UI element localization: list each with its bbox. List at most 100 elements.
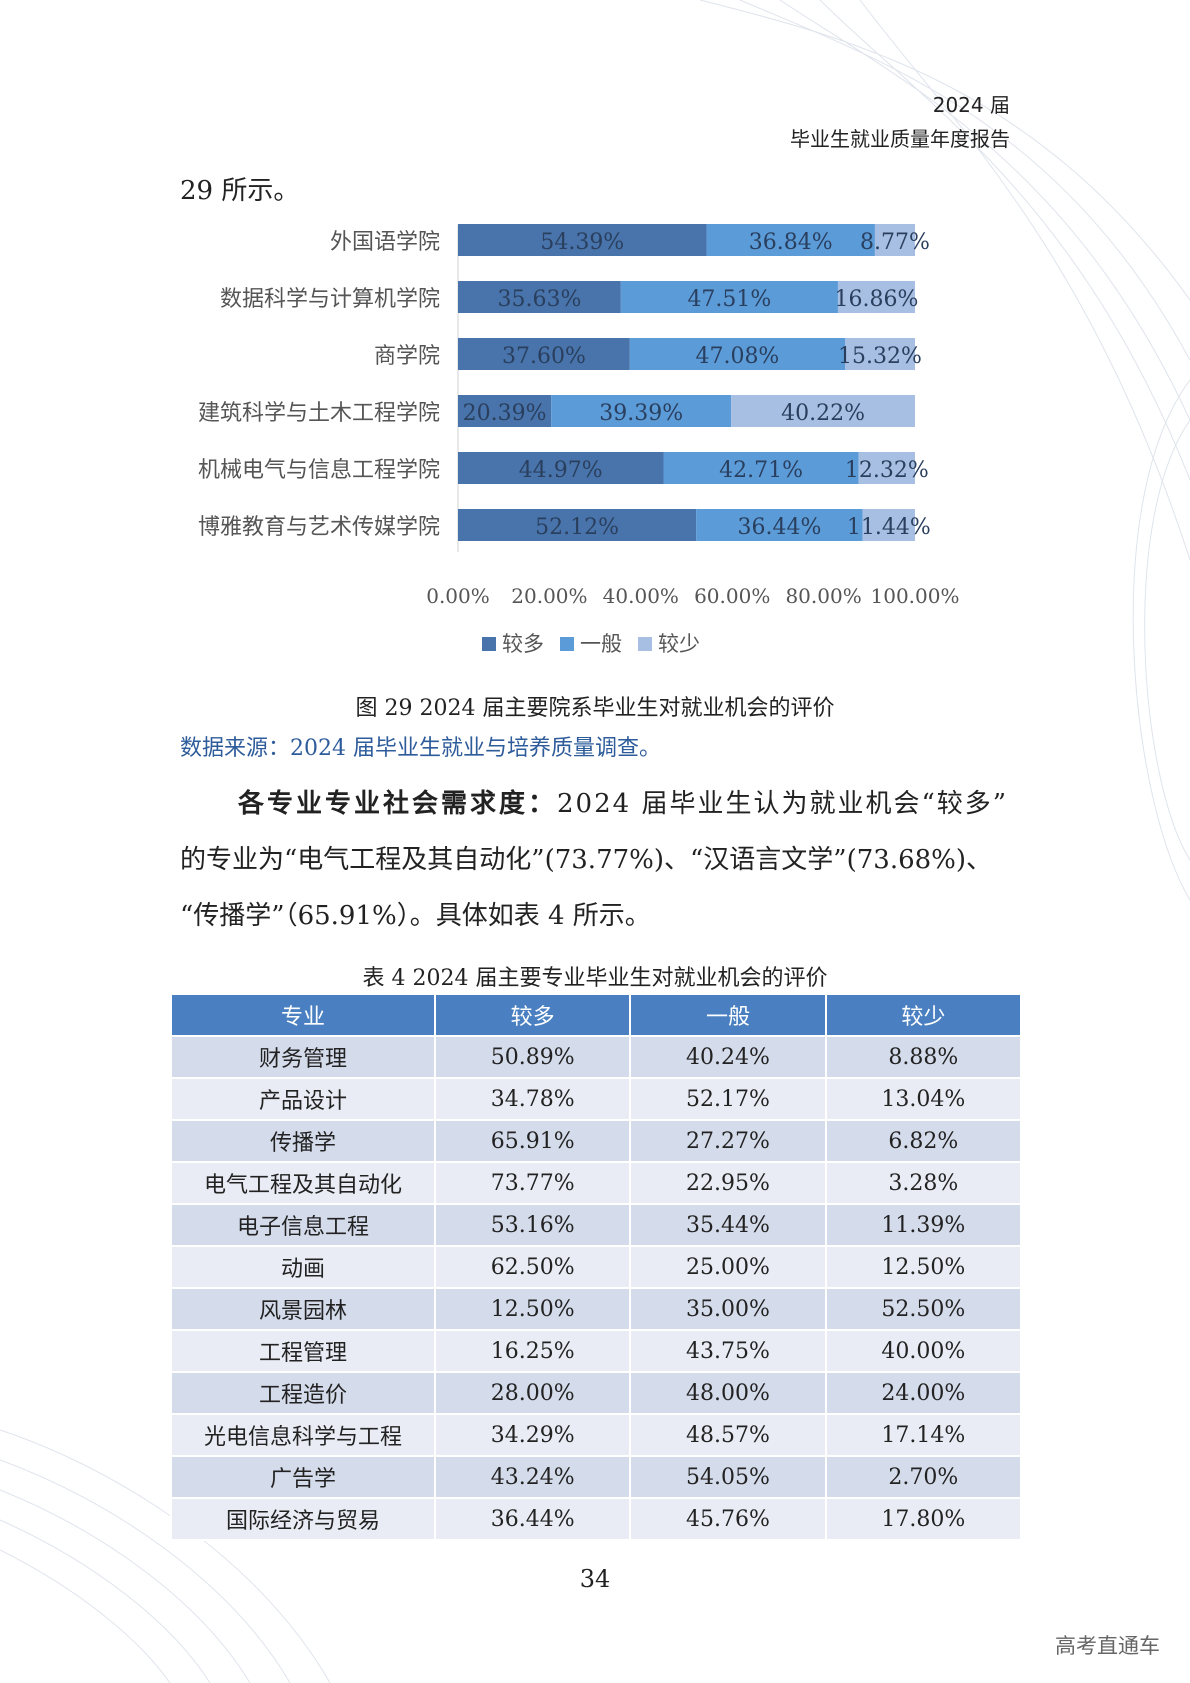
table-cell-value: 24.00% (824, 1371, 1023, 1415)
paragraph-line3: “传播学”（65.91%）。具体如表 4 所示。 (180, 901, 651, 931)
legend-label: 较多 (502, 632, 544, 656)
legend-swatch (560, 637, 574, 651)
bar-segment (858, 452, 915, 484)
table-cell-value: 11.39% (824, 1203, 1023, 1247)
bar-segment (458, 338, 630, 370)
table-cell-major: 电气工程及其自动化 (170, 1161, 436, 1205)
x-tick-label: 40.00% (603, 584, 679, 608)
table-cell-major: 产品设计 (170, 1077, 436, 1121)
data-label: 11.44% (847, 515, 931, 540)
body-paragraph: 各专业专业社会需求度：2024 届毕业生认为就业机会“较多” 的专业为“电气工程… (180, 776, 1012, 944)
table-cell-value: 8.88% (824, 1035, 1023, 1079)
bar-segment (874, 224, 915, 256)
table-cell-major: 财务管理 (170, 1035, 436, 1079)
table-cell-value: 43.24% (433, 1455, 632, 1499)
table-cell-value: 25.00% (629, 1245, 827, 1289)
table-cell-value: 13.04% (824, 1077, 1023, 1121)
bar-segment (862, 509, 915, 541)
table-cell-value: 27.27% (629, 1119, 827, 1163)
table-cell-value: 3.28% (824, 1161, 1023, 1205)
table-cell-value: 50.89% (433, 1035, 632, 1079)
data-label: 12.32% (845, 458, 929, 483)
table-cell-value: 43.75% (629, 1329, 827, 1373)
page-number: 34 (579, 1565, 611, 1593)
table-cell-value: 52.50% (824, 1287, 1023, 1331)
table-cell-value: 48.00% (629, 1371, 827, 1415)
table-cell-value: 54.05% (629, 1455, 827, 1499)
bar-segment (458, 452, 664, 484)
bar-segment (706, 224, 875, 256)
table-cell-value: 17.80% (824, 1497, 1023, 1541)
table-cell-value: 35.00% (629, 1287, 827, 1331)
x-tick-label: 20.00% (511, 584, 587, 608)
data-label: 54.39% (540, 230, 624, 255)
table-cell-value: 2.70% (824, 1455, 1023, 1499)
table-cell-major: 动画 (170, 1245, 436, 1289)
table-cell-value: 12.50% (824, 1245, 1023, 1289)
legend-swatch (482, 637, 496, 651)
table-cell-value: 36.44% (433, 1497, 632, 1541)
table-cell-value: 52.17% (629, 1077, 827, 1121)
table-cell-major: 风景园林 (170, 1287, 436, 1331)
table-cell-value: 48.57% (629, 1413, 827, 1457)
category-label: 机械电气与信息工程学院 (198, 458, 440, 483)
bar-segment (458, 281, 621, 313)
major-evaluation-table: 专业 较多 一般 较少 财务管理 50.89% 40.24% 8.88% 产品设计 34.… (170, 993, 1023, 1541)
table-cell-value: 16.25% (433, 1329, 632, 1373)
table-row: 动画 62.50% 25.00% 12.50% (170, 1245, 1023, 1289)
table-row: 传播学 65.91% 27.27% 6.82% (170, 1119, 1023, 1163)
table-cell-value: 28.00% (433, 1371, 632, 1415)
table-row: 电气工程及其自动化 73.77% 22.95% 3.28% (170, 1161, 1023, 1205)
stacked-bar-chart: 外国语学院 54.39% 36.84% 8.77% 数据科学与计算机学院 35.63% 47… (198, 224, 959, 656)
table-row: 光电信息科学与工程 34.29% 48.57% 17.14% (170, 1413, 1023, 1457)
header-year: 2024 届 (932, 93, 1010, 117)
table-cell-value: 73.77% (433, 1161, 632, 1205)
category-label: 外国语学院 (330, 230, 440, 255)
table-cell-value: 62.50% (433, 1245, 632, 1289)
header-title: 毕业生就业质量年度报告 (790, 127, 1010, 151)
bar-segment (844, 338, 915, 370)
data-label: 52.12% (535, 515, 619, 540)
report-header: 2024 届 毕业生就业质量年度报告 (790, 88, 1010, 156)
table-cell-value: 45.76% (629, 1497, 827, 1541)
bar-segment (458, 395, 552, 427)
bar-segment (629, 338, 845, 370)
table-cell-value: 17.14% (824, 1413, 1023, 1457)
table-row: 风景园林 12.50% 35.00% 52.50% (170, 1287, 1023, 1331)
data-label: 37.60% (502, 344, 586, 369)
table-cell-value: 35.44% (629, 1203, 827, 1247)
table-cell-major: 广告学 (170, 1455, 436, 1499)
data-label: 15.32% (838, 344, 922, 369)
table-row: 电子信息工程 53.16% 35.44% 11.39% (170, 1203, 1023, 1247)
table-cell-major: 电子信息工程 (170, 1203, 436, 1247)
table-row: 财务管理 50.89% 40.24% 8.88% (170, 1035, 1023, 1079)
table-cell-value: 40.24% (629, 1035, 827, 1079)
data-label: 8.77% (860, 230, 930, 255)
header-few: 较少 (824, 993, 1023, 1037)
table-row: 广告学 43.24% 54.05% 2.70% (170, 1455, 1023, 1499)
table-cell-major: 传播学 (170, 1119, 436, 1163)
x-tick-label: 80.00% (785, 584, 861, 608)
x-tick-label: 60.00% (694, 584, 770, 608)
bar-segment (458, 224, 707, 256)
category-label: 商学院 (374, 344, 440, 369)
x-tick-label: 0.00% (426, 584, 490, 608)
header-many: 较多 (433, 993, 632, 1037)
table-row: 工程造价 28.00% 48.00% 24.00% (170, 1371, 1023, 1415)
data-source: 数据来源：2024 届毕业生就业与培养质量调查。 (180, 736, 661, 761)
table-row: 工程管理 16.25% 43.75% 40.00% (170, 1329, 1023, 1373)
data-label: 16.86% (835, 287, 919, 312)
data-label: 42.71% (719, 458, 803, 483)
data-label: 47.51% (687, 287, 771, 312)
table-cell-major: 工程造价 (170, 1371, 436, 1415)
category-label: 建筑科学与土木工程学院 (198, 401, 440, 426)
legend-swatch (638, 637, 652, 651)
bar-segment (696, 509, 863, 541)
data-label: 44.97% (519, 458, 603, 483)
paragraph-bold-lead: 各专业专业社会需求度： (238, 789, 558, 819)
data-label: 47.08% (695, 344, 779, 369)
table-cell-value: 40.00% (824, 1329, 1023, 1373)
data-label: 20.39% (463, 401, 547, 426)
table-row: 产品设计 34.78% 52.17% 13.04% (170, 1077, 1023, 1121)
table-cell-value: 34.29% (433, 1413, 632, 1457)
